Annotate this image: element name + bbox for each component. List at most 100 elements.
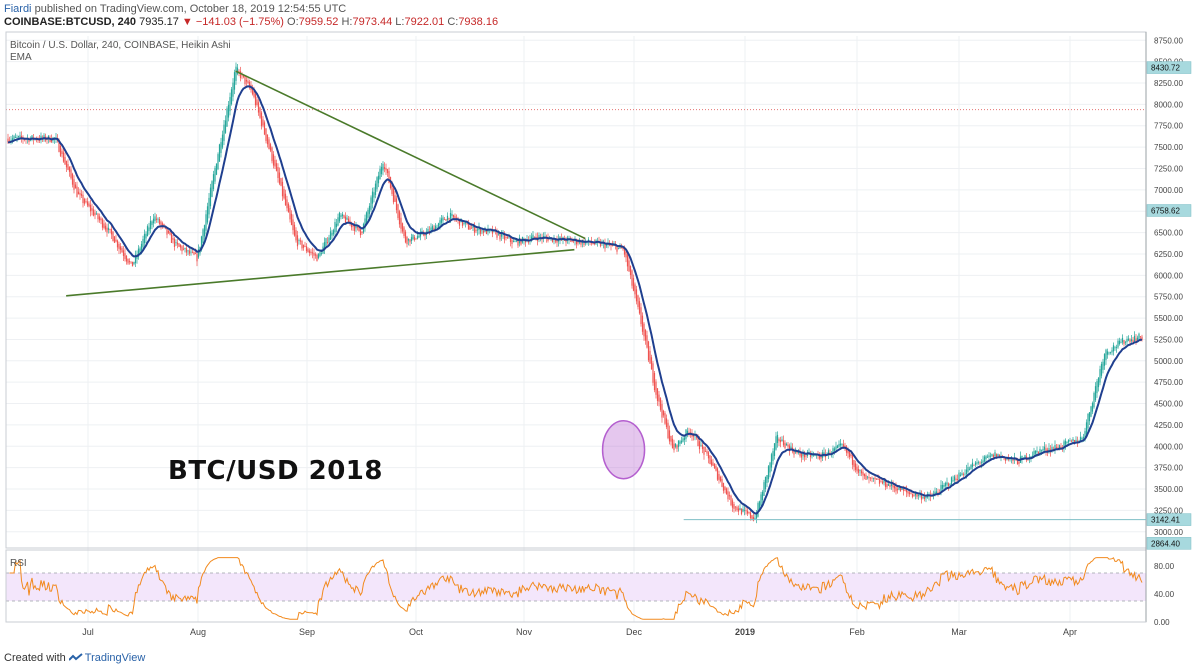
ema-legend[interactable]: EMA: [10, 52, 32, 63]
candle-body: [640, 307, 642, 325]
candle-body: [211, 181, 213, 197]
candle-body: [1138, 333, 1140, 339]
candle-body: [160, 221, 162, 225]
publisher-name[interactable]: Fiardi: [4, 3, 32, 15]
tradingview-link[interactable]: TradingView: [84, 652, 146, 664]
candle-body: [109, 228, 111, 230]
candle-body: [1024, 455, 1026, 458]
candle-body: [83, 198, 86, 204]
candle-body: [254, 93, 257, 106]
candle-body: [628, 260, 630, 272]
candle-body: [277, 167, 279, 179]
rsi-legend[interactable]: RSI: [10, 558, 27, 569]
candle-body: [43, 135, 45, 139]
low-value: 7922.01: [404, 16, 445, 28]
candle-body: [649, 350, 651, 364]
candle-body: [148, 227, 150, 232]
candle-body: [1136, 337, 1139, 340]
candle-body: [745, 510, 747, 512]
candle-body: [122, 250, 125, 257]
candle-body: [727, 491, 729, 500]
candle-body: [394, 195, 396, 202]
candle-body: [508, 237, 510, 239]
candle-body: [1093, 393, 1095, 408]
candle-body: [175, 242, 177, 244]
candle-body: [1108, 352, 1110, 354]
candle-body: [85, 201, 87, 203]
candle-body: [379, 168, 381, 180]
candle-body: [1034, 450, 1037, 454]
candle-body: [1060, 446, 1062, 449]
candle-body: [67, 164, 69, 171]
x-tick-label: Oct: [409, 627, 424, 637]
candle-body: [902, 489, 905, 491]
candle-body: [677, 440, 680, 448]
candle-body: [226, 108, 228, 127]
symbol-label: COINBASE:BTCUSD, 240: [4, 16, 137, 28]
candle-body: [533, 236, 536, 238]
candle-body: [1105, 349, 1107, 360]
candle-body: [946, 482, 948, 485]
candle-body: [128, 261, 131, 263]
candle-body: [400, 217, 402, 229]
candle-body: [583, 241, 585, 245]
candle-body: [80, 193, 83, 196]
candle-body: [1097, 377, 1100, 388]
candle-body: [419, 231, 422, 237]
y-tick-label: 6500.00: [1154, 229, 1183, 238]
ema-curve: [7, 85, 1142, 515]
candle-body: [500, 233, 503, 237]
candle-body: [802, 452, 804, 456]
candle-body: [1063, 441, 1065, 448]
candle-body: [409, 239, 411, 243]
candle-body: [229, 97, 231, 112]
x-tick-label: Mar: [951, 627, 967, 637]
candle-body: [995, 454, 998, 458]
candle-body: [194, 253, 197, 255]
candle-body: [403, 227, 405, 236]
candle-body: [88, 203, 90, 207]
candle-body: [856, 466, 858, 472]
candle-body: [329, 231, 332, 240]
price-label-box: [1146, 537, 1192, 550]
candle-body: [827, 450, 830, 455]
candle-body: [97, 213, 99, 220]
candle-body: [758, 501, 761, 510]
candle-body: [454, 216, 456, 220]
candle-body: [166, 227, 168, 235]
candle-body: [221, 134, 224, 148]
candle-body: [880, 481, 882, 483]
candle-body: [151, 221, 153, 226]
candle-body: [1043, 446, 1046, 450]
candle-body: [499, 233, 501, 240]
candle-body: [980, 462, 983, 464]
candle-body: [416, 236, 419, 239]
price-label-text: 6758.62: [1151, 206, 1180, 215]
candle-body: [1106, 351, 1109, 355]
candle-body: [803, 453, 806, 458]
candle-body: [941, 484, 944, 489]
rsi-tick-label: 80.00: [1154, 562, 1175, 571]
candle-body: [988, 455, 990, 458]
y-tick-label: 5500.00: [1154, 314, 1183, 323]
candle-body: [884, 481, 887, 487]
candle-body: [253, 90, 255, 97]
candle-body: [497, 233, 500, 235]
candle-body: [439, 220, 441, 226]
candle-body: [512, 240, 515, 242]
candle-body: [794, 451, 797, 453]
candle-body: [709, 455, 711, 464]
candle-body: [242, 74, 245, 78]
candle-body: [631, 270, 633, 286]
candle-body: [442, 217, 444, 221]
series-legend-title[interactable]: Bitcoin / U.S. Dollar, 240, COINBASE, He…: [10, 40, 231, 51]
candle-body: [1139, 336, 1142, 338]
chart-title: BTC/USD 2018: [168, 456, 383, 486]
candle-body: [248, 81, 251, 88]
candle-body: [280, 178, 282, 186]
candle-body: [139, 248, 141, 253]
candle-body: [650, 357, 653, 370]
candle-body: [1082, 437, 1085, 439]
candle-body: [886, 484, 888, 488]
